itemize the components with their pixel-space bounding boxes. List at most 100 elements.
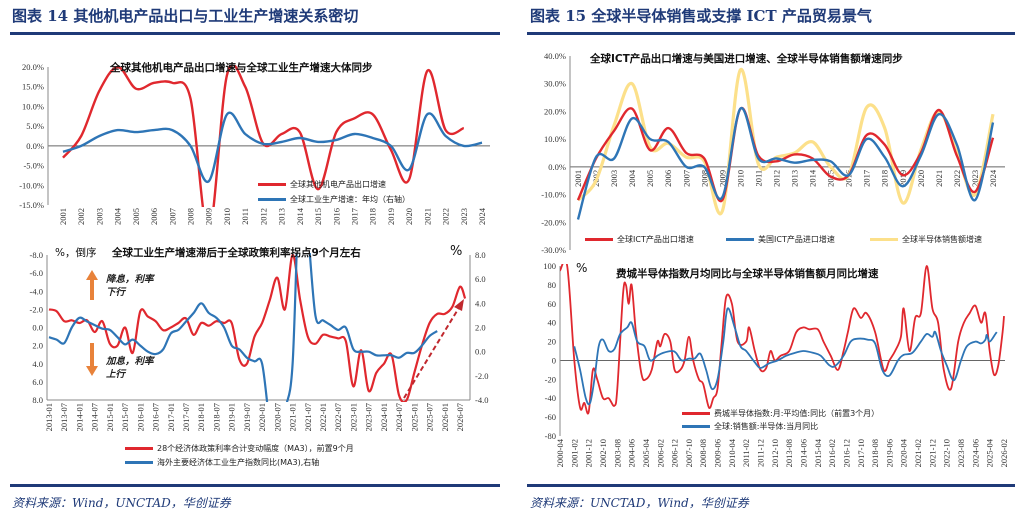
x-tick-label: 2013 — [277, 208, 287, 225]
x-tick-label: 2016-02 — [827, 439, 837, 467]
x-tick-label: 2016-07 — [151, 403, 161, 431]
x-tick-label: 2013-01 — [44, 403, 54, 431]
y-tick-label-left: 8.0 — [32, 395, 43, 405]
chart1-legend-item: 全球工业生产增速：年均（右轴） — [258, 194, 410, 205]
y-tick-label: 10.0% — [544, 134, 566, 144]
x-tick-label: 2025-01 — [409, 403, 419, 431]
chart2-legend-item: 28个经济体政策利率合计变动幅度（MA3），前置9个月 — [125, 443, 354, 454]
y-tick-label-left: -2.0 — [30, 304, 43, 314]
x-tick-label: 2007 — [167, 208, 177, 225]
y-tick-label: -10.0% — [19, 180, 44, 190]
rate-hike-label: 加息，利率上行 — [106, 356, 154, 380]
chart4-title: 费城半导体指数月均同比与全球半导体销售额月同比增速 — [616, 268, 879, 280]
right-figure-title: 图表 15 全球半导体销售或支撑 ICT 产品贸易景气 — [530, 7, 872, 25]
x-tick-label: 2022 — [952, 170, 962, 187]
x-tick-label: 2019-01 — [227, 403, 237, 431]
x-tick-label: 2013 — [790, 170, 800, 187]
legend-label: 费城半导体指数:月:平均值:同比（前置3个月） — [714, 409, 880, 418]
y-tick-label: 80 — [548, 280, 557, 290]
x-tick-label: 2008 — [699, 170, 709, 187]
x-tick-label: 2018 — [880, 170, 890, 187]
right-footer-rule — [527, 484, 1015, 487]
x-tick-label: 2021-01 — [288, 403, 298, 431]
x-tick-label: 2024 — [477, 207, 487, 225]
x-tick-label: 2021-12 — [927, 439, 937, 467]
legend-swatch — [258, 198, 286, 201]
y-tick-label-left: 2.0 — [32, 341, 43, 351]
x-tick-label: 2020-01 — [257, 403, 267, 431]
y-tick-label-right: 6.0 — [475, 274, 486, 284]
x-tick-label: 2026-01 — [440, 403, 450, 431]
x-tick-label: 2017 — [862, 170, 872, 187]
x-tick-label: 2022-01 — [318, 403, 328, 431]
series-line-0-1 — [62, 111, 483, 183]
x-tick-label: 2002 — [76, 208, 86, 225]
legend-swatch — [682, 412, 710, 415]
chart4-legend-item: 费城半导体指数:月:平均值:同比（前置3个月） — [682, 408, 879, 419]
trend-dashed-arrow — [403, 305, 461, 399]
x-tick-label: 2004 — [627, 169, 637, 187]
legend-label: 全球其他机电产品出口增速 — [290, 180, 386, 189]
y-tick-label-left: 4.0 — [32, 359, 43, 369]
legend-swatch — [125, 447, 153, 450]
x-tick-label: 2008 — [186, 208, 196, 225]
x-tick-label: 2016 — [844, 170, 854, 187]
x-tick-label: 2020-07 — [272, 403, 282, 431]
x-tick-label: 2007-10 — [684, 439, 694, 467]
legend-label: 海外主要经济体工业生产指数同比(MA3),右轴 — [157, 458, 320, 467]
rate-cut-label: 降息，利率下行 — [106, 274, 154, 298]
y-tick-label: 10.0% — [22, 101, 44, 111]
x-tick-label: 2014-06 — [798, 439, 808, 467]
series-line-2-2 — [576, 107, 995, 220]
x-tick-label: 2002-10 — [598, 439, 608, 467]
chart3-legend-item: 全球ICT产品出口增速 — [585, 234, 694, 245]
x-tick-label: 2017-07 — [181, 403, 191, 431]
legend-label: 全球ICT产品出口增速 — [617, 235, 694, 244]
x-tick-label: 2019-06 — [884, 439, 894, 467]
legend-label: 28个经济体政策利率合计变动幅度（MA3），前置9个月 — [157, 444, 354, 453]
x-tick-label: 2003 — [94, 208, 104, 225]
left-header-rule — [10, 32, 500, 35]
y-tick-label: -5.0% — [23, 161, 44, 171]
x-tick-label: 2023 — [459, 208, 469, 225]
x-tick-label: 2019 — [898, 170, 908, 187]
legend-label: 美国ICT产品进口增速 — [758, 235, 835, 244]
y-tick-label-right: 4.0 — [475, 298, 486, 308]
x-tick-label: 2025-04 — [985, 438, 995, 467]
x-tick-label: 2013-07 — [59, 403, 69, 431]
y-tick-label-left: -6.0 — [30, 268, 43, 278]
rate-cut-arrowhead-icon — [86, 270, 98, 280]
x-tick-label: 2020 — [916, 170, 926, 187]
y-tick-label: -15.0% — [19, 200, 44, 210]
y-tick-label: -20.0% — [541, 217, 566, 227]
x-tick-label: 2018-08 — [870, 439, 880, 467]
x-tick-label: 2024 — [988, 169, 998, 187]
x-tick-label: 2015-07 — [120, 403, 130, 431]
y-tick-label: 0.0% — [548, 162, 566, 172]
x-tick-label: 2014-01 — [74, 403, 84, 431]
x-tick-label: 2018 — [368, 208, 378, 225]
chart3-title: 全球ICT产品出口增速与美国进口增速、全球半导体销售额增速同步 — [590, 53, 903, 65]
x-tick-label: 2018-01 — [196, 403, 206, 431]
x-tick-label: 2014-07 — [90, 403, 100, 431]
y-tick-label: 20.0% — [544, 106, 566, 116]
x-tick-label: 2016-01 — [135, 403, 145, 431]
x-tick-label: 2006 — [149, 208, 159, 225]
y-tick-label-left: -4.0 — [30, 286, 43, 296]
x-tick-label: 2026-02 — [999, 439, 1009, 467]
x-tick-label: 2016-12 — [841, 439, 851, 467]
rate-hike-arrowhead-icon — [86, 366, 98, 376]
left-footer-rule — [10, 484, 500, 487]
series-line-0-0 — [62, 65, 465, 207]
right-header-rule — [527, 32, 1015, 35]
x-tick-label: 2019 — [386, 208, 396, 225]
y-tick-label: -60 — [545, 412, 556, 422]
x-tick-label: 2015 — [826, 170, 836, 187]
x-tick-label: 2004-06 — [627, 439, 637, 467]
legend-swatch — [870, 238, 898, 241]
x-tick-label: 2001 — [573, 170, 583, 187]
x-tick-label: 2026-07 — [455, 403, 465, 431]
trend-arrowhead-icon — [454, 299, 464, 311]
x-tick-label: 2011-12 — [756, 439, 766, 467]
x-tick-label: 2003-08 — [612, 439, 622, 467]
